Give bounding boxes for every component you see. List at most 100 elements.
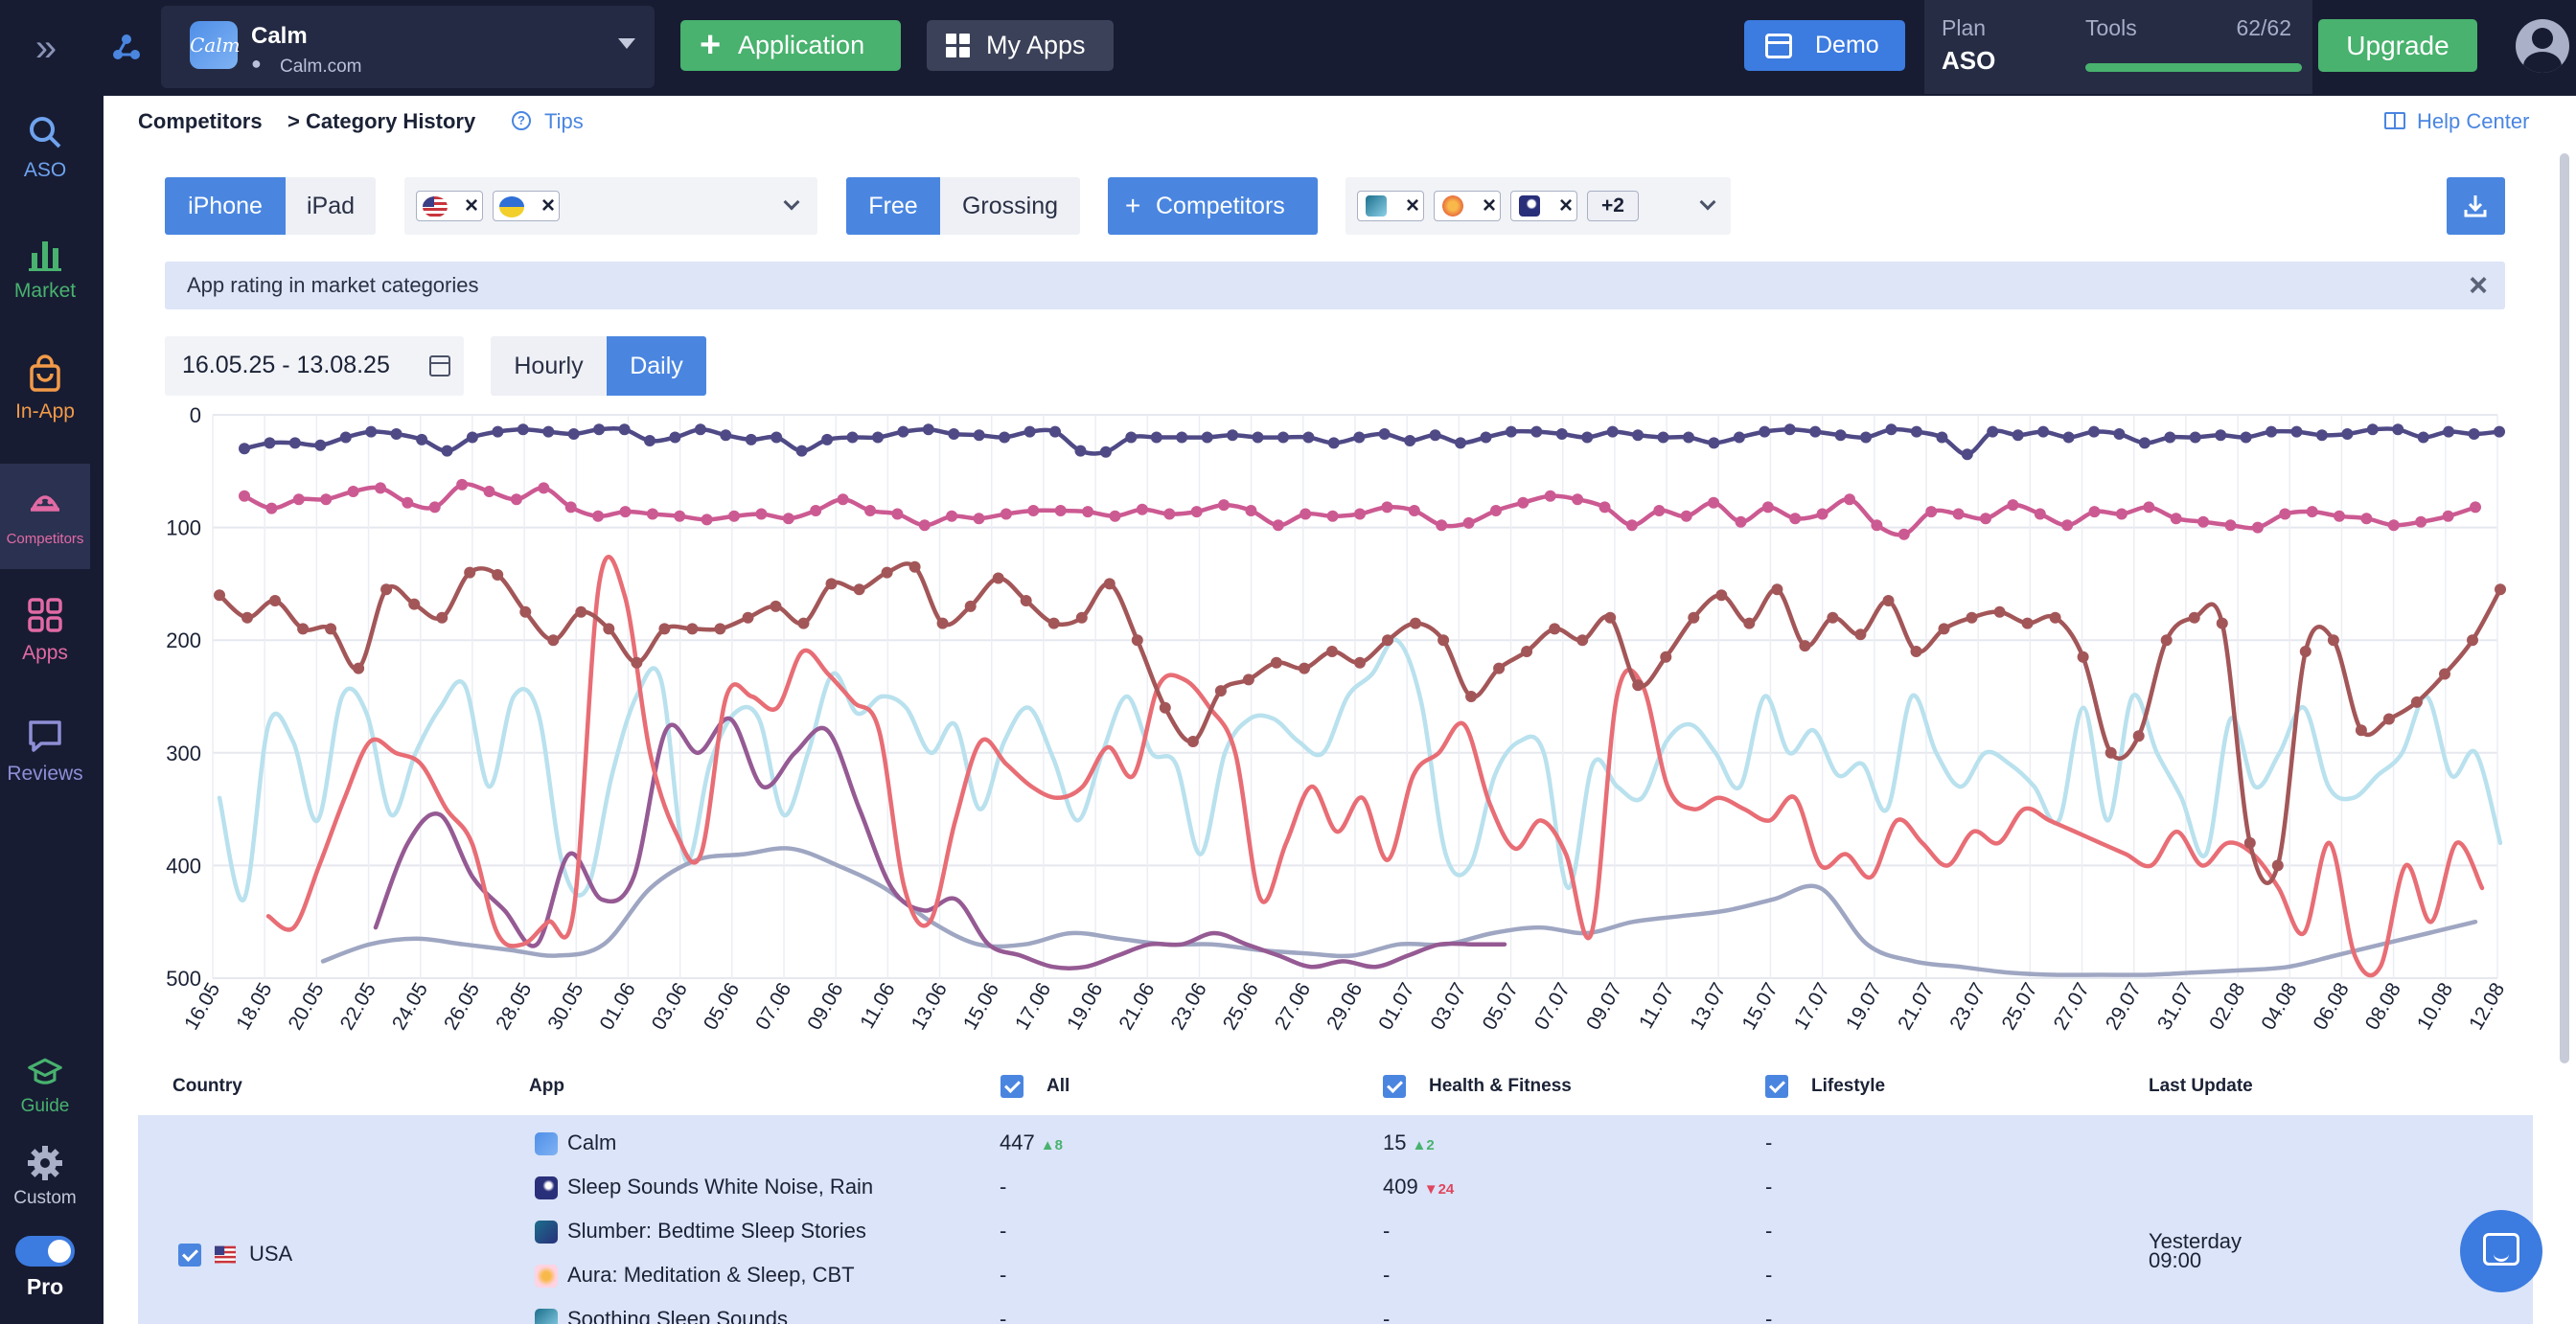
row-checkbox[interactable] (178, 1244, 201, 1267)
sidebar-item-aso[interactable]: ASO (0, 96, 90, 201)
data-point[interactable] (992, 572, 1004, 584)
granularity-option-hourly[interactable]: Hourly (514, 353, 584, 379)
data-point[interactable] (269, 595, 281, 606)
data-point[interactable] (1159, 701, 1171, 714)
data-point[interactable] (1936, 431, 1948, 444)
granularity-option-daily[interactable]: Daily (607, 336, 706, 396)
app-name[interactable]: Aura: Meditation & Sleep, CBT (567, 1263, 855, 1288)
data-point[interactable] (2138, 437, 2150, 449)
data-point[interactable] (1844, 493, 1855, 506)
competitor-select[interactable]: × × × +2 (1346, 177, 1731, 235)
data-point[interactable] (603, 623, 615, 635)
data-point[interactable] (592, 510, 605, 522)
data-point[interactable] (1410, 617, 1421, 629)
data-point[interactable] (908, 560, 921, 573)
data-point[interactable] (1657, 431, 1669, 444)
data-point[interactable] (1572, 493, 1584, 506)
data-point[interactable] (239, 443, 250, 455)
remove-chip-icon[interactable]: × (1482, 193, 1496, 218)
data-point[interactable] (1980, 513, 1991, 525)
data-point[interactable] (2037, 425, 2050, 438)
data-point[interactable] (1150, 431, 1162, 444)
breadcrumb-competitors[interactable]: Competitors (138, 109, 263, 133)
data-point[interactable] (1885, 423, 1898, 436)
column-checkbox-health[interactable] (1383, 1075, 1406, 1098)
data-point[interactable] (1136, 503, 1148, 515)
data-point[interactable] (1688, 611, 1700, 624)
data-point[interactable] (1816, 508, 1828, 520)
data-point[interactable] (2355, 724, 2367, 737)
data-point[interactable] (973, 513, 985, 525)
data-point[interactable] (436, 611, 448, 624)
sidebar-item-market[interactable]: Market (0, 217, 90, 322)
data-point[interactable] (1680, 510, 1692, 522)
app-name[interactable]: Sleep Sounds White Noise, Rain (567, 1175, 873, 1199)
data-point[interactable] (872, 431, 884, 444)
data-point[interactable] (292, 493, 305, 506)
country-select[interactable]: × × (404, 177, 817, 235)
data-point[interactable] (1186, 736, 1199, 747)
data-point[interactable] (2251, 521, 2264, 534)
data-point[interactable] (2415, 515, 2427, 528)
country-chip-ua[interactable]: × (493, 191, 560, 221)
data-point[interactable] (2467, 634, 2478, 647)
data-point[interactable] (1521, 646, 1533, 657)
data-point[interactable] (2088, 506, 2101, 518)
data-point[interactable] (2417, 431, 2429, 444)
data-point[interactable] (2012, 429, 2024, 442)
data-point[interactable] (214, 589, 225, 602)
data-point[interactable] (1354, 656, 1366, 669)
data-point[interactable] (242, 611, 253, 624)
data-point[interactable] (1606, 425, 1619, 438)
data-point[interactable] (1938, 623, 1950, 635)
data-point[interactable] (1109, 510, 1121, 522)
support-chat-button[interactable] (2460, 1210, 2542, 1292)
download-button[interactable] (2447, 177, 2505, 235)
data-point[interactable] (745, 433, 757, 445)
data-point[interactable] (2088, 425, 2100, 438)
data-point[interactable] (1966, 611, 1978, 624)
data-point[interactable] (1987, 425, 1999, 438)
data-point[interactable] (1462, 516, 1475, 529)
data-point[interactable] (2215, 429, 2227, 442)
data-point[interactable] (1493, 662, 1506, 674)
data-point[interactable] (1715, 589, 1728, 602)
data-point[interactable] (864, 505, 876, 516)
data-point[interactable] (1277, 431, 1289, 444)
data-point[interactable] (1834, 429, 1847, 442)
data-point[interactable] (519, 605, 532, 618)
data-point[interactable] (999, 431, 1011, 444)
data-point[interactable] (1353, 431, 1366, 444)
data-point[interactable] (1242, 673, 1254, 686)
data-point[interactable] (464, 566, 476, 579)
data-point[interactable] (325, 623, 337, 635)
data-point[interactable] (1354, 508, 1366, 520)
data-point[interactable] (891, 508, 904, 520)
data-point[interactable] (538, 482, 550, 494)
country-chip-us[interactable]: × (416, 191, 483, 221)
data-point[interactable] (1075, 611, 1088, 624)
competitor-chip[interactable]: × (1434, 191, 1501, 221)
data-point[interactable] (1799, 640, 1811, 652)
data-point[interactable] (825, 578, 838, 590)
data-point[interactable] (1598, 501, 1611, 514)
data-point[interactable] (1378, 428, 1391, 440)
data-point[interactable] (483, 486, 495, 497)
data-point[interactable] (1381, 501, 1393, 514)
add-competitors-button[interactable]: + Competitors (1108, 177, 1318, 235)
data-point[interactable] (239, 490, 250, 502)
data-point[interactable] (964, 600, 977, 612)
data-point[interactable] (2113, 428, 2126, 440)
data-point[interactable] (1382, 634, 1393, 647)
data-point[interactable] (810, 505, 822, 516)
data-point[interactable] (1910, 646, 1922, 657)
data-point[interactable] (2061, 519, 2074, 532)
data-point[interactable] (1049, 425, 1061, 438)
data-point[interactable] (2279, 508, 2291, 520)
data-point[interactable] (264, 437, 276, 449)
data-point[interactable] (646, 508, 658, 520)
device-option-ipad[interactable]: iPad (306, 193, 356, 219)
data-point[interactable] (1952, 508, 1965, 520)
data-point[interactable] (1326, 646, 1338, 657)
data-point[interactable] (2160, 634, 2173, 647)
